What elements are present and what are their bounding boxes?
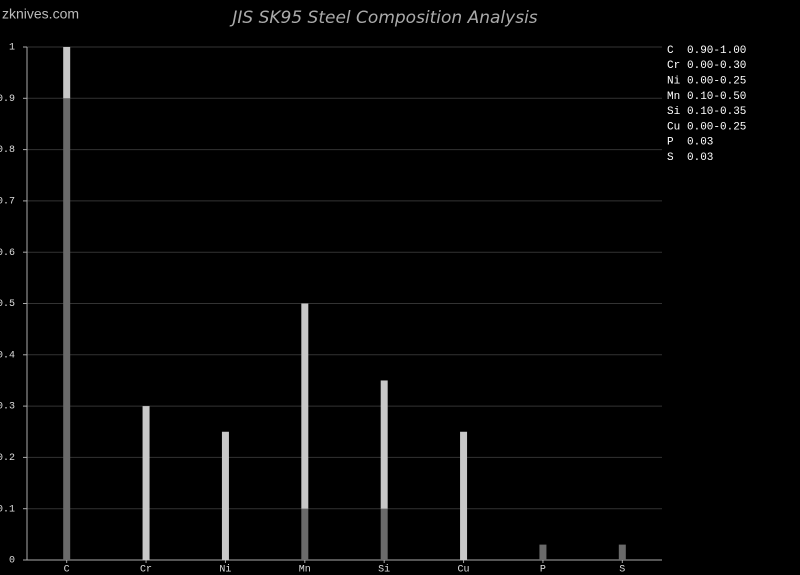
- legend-name: S: [667, 152, 674, 164]
- legend-range: 0.10-0.35: [687, 106, 746, 118]
- legend-name: Ni: [667, 76, 681, 88]
- y-tick-label: 0.1: [0, 504, 15, 515]
- legend-range: 0.00-0.30: [687, 60, 746, 72]
- watermark: zknives.com: [2, 6, 79, 22]
- bar-range: [301, 303, 309, 509]
- legend-range: 0.03: [687, 137, 713, 149]
- x-tick-label: C: [64, 565, 70, 575]
- x-tick-label: S: [619, 565, 625, 575]
- y-tick-label: 0.5: [0, 299, 15, 310]
- legend-name: Cu: [667, 121, 680, 133]
- legend-name: Mn: [667, 91, 680, 103]
- x-tick-label: Ni: [219, 564, 231, 575]
- bar-base: [63, 98, 71, 561]
- bar-range: [63, 47, 71, 99]
- y-tick-label: 0.8: [0, 145, 15, 156]
- y-tick-label: 0: [9, 556, 15, 567]
- bar-range: [380, 380, 388, 509]
- x-tick-label: Si: [378, 564, 390, 575]
- x-tick-label: Mn: [299, 565, 311, 575]
- legend-name: C: [667, 45, 674, 57]
- legend-name: Cr: [667, 60, 680, 72]
- chart-title: JIS SK95 Steel Composition Analysis: [229, 8, 537, 28]
- y-tick-label: 0.2: [0, 453, 15, 464]
- y-tick-label: 0.6: [0, 248, 15, 259]
- x-tick-label: Cu: [458, 565, 470, 575]
- bar: [539, 544, 547, 560]
- bar-base: [301, 508, 309, 560]
- x-tick-label: P: [540, 565, 546, 575]
- bar-range: [221, 431, 229, 560]
- y-tick-label: 1: [9, 43, 15, 54]
- x-tick-label: Cr: [140, 565, 152, 575]
- legend-range: 0.03: [687, 152, 713, 164]
- y-tick-label: 0.9: [0, 94, 15, 105]
- legend-range: 0.10-0.50: [687, 91, 746, 103]
- legend-name: Si: [667, 106, 681, 118]
- bar-range: [142, 406, 150, 560]
- legend-range: 0.00-0.25: [687, 76, 746, 88]
- bar-range: [460, 431, 468, 560]
- y-tick-label: 0.7: [0, 197, 15, 208]
- bar: [618, 544, 626, 560]
- legend-range: 0.00-0.25: [687, 121, 746, 133]
- y-tick-label: 0.4: [0, 350, 15, 361]
- legend-range: 0.90-1.00: [687, 45, 746, 57]
- legend-name: P: [667, 137, 674, 149]
- y-tick-label: 0.3: [0, 402, 15, 413]
- bar-base: [380, 508, 388, 560]
